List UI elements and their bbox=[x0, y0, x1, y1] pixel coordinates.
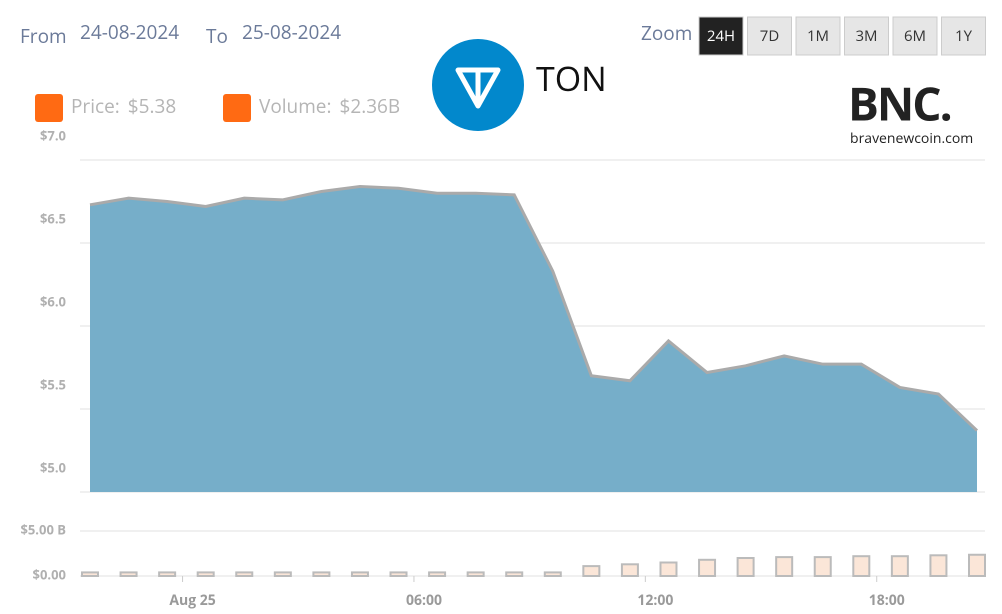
zoom-button-label[interactable]: 1Y bbox=[955, 26, 973, 46]
y-tick-label: $7.0 bbox=[40, 126, 66, 144]
volume-bar bbox=[929, 554, 948, 577]
zoom-button-label[interactable]: 24H bbox=[707, 26, 735, 46]
volume-bar bbox=[659, 561, 678, 577]
x-tick-label: 18:00 bbox=[869, 591, 905, 610]
volume-bar bbox=[466, 571, 485, 578]
volume-bar bbox=[620, 563, 639, 577]
volume-bar bbox=[235, 571, 254, 578]
zoom-button-label[interactable]: 7D bbox=[760, 26, 779, 46]
y-tick-label: $6.5 bbox=[40, 209, 66, 227]
legend-value: $5.38 bbox=[128, 93, 176, 119]
legend-swatch bbox=[223, 94, 251, 122]
legend-label: Volume: bbox=[259, 93, 331, 119]
zoom-label: Zoom bbox=[641, 20, 692, 46]
y-tick-label: $5.0 bbox=[40, 458, 66, 476]
y-tick-label: $5.5 bbox=[40, 375, 66, 393]
y-tick-label: $6.0 bbox=[40, 292, 66, 310]
brand-site: bravenewcoin.com bbox=[850, 129, 973, 148]
legend-label: Price: bbox=[71, 93, 120, 119]
to-date[interactable]: 25-08-2024 bbox=[242, 19, 341, 45]
volume-bar bbox=[273, 571, 292, 578]
volume-bar bbox=[196, 571, 215, 578]
x-tick-label: 12:00 bbox=[637, 591, 673, 610]
x-tick-label: Aug 25 bbox=[169, 591, 215, 610]
y-tick-label: $0.00 bbox=[33, 565, 66, 583]
volume-bar bbox=[505, 571, 524, 578]
coin-name: TON bbox=[536, 55, 607, 101]
price-area bbox=[90, 186, 977, 492]
brand-logo: BNC. bbox=[848, 72, 951, 134]
y-tick-label: $5.00 B bbox=[20, 520, 66, 538]
legend-value: $2.36B bbox=[339, 93, 400, 119]
zoom-button-label[interactable]: 3M bbox=[855, 26, 877, 46]
to-label: To bbox=[206, 23, 228, 49]
volume-bar bbox=[890, 555, 909, 578]
volume-bar bbox=[698, 558, 717, 577]
volume-bar bbox=[350, 571, 369, 578]
zoom-button[interactable] bbox=[844, 16, 889, 56]
zoom-button-label[interactable]: 6M bbox=[904, 26, 926, 46]
legend-swatch bbox=[35, 94, 63, 122]
zoom-button[interactable] bbox=[892, 16, 938, 56]
volume-bar bbox=[428, 571, 447, 578]
volume-bar bbox=[852, 555, 871, 578]
volume-bar bbox=[582, 565, 601, 577]
volume-bar bbox=[543, 571, 562, 578]
volume-bar bbox=[968, 553, 986, 578]
volume-bar bbox=[813, 556, 832, 577]
zoom-button-label[interactable]: 1M bbox=[807, 26, 829, 46]
zoom-button[interactable] bbox=[698, 16, 744, 56]
volume-bar bbox=[736, 557, 755, 577]
zoom-button[interactable] bbox=[941, 16, 986, 56]
from-label: From bbox=[20, 23, 67, 49]
volume-bar bbox=[775, 556, 794, 577]
volume-bar bbox=[158, 571, 177, 578]
volume-bar bbox=[81, 571, 99, 578]
volume-bar bbox=[389, 571, 408, 578]
price-line bbox=[89, 185, 979, 432]
zoom-button[interactable] bbox=[747, 16, 792, 56]
zoom-button[interactable] bbox=[795, 16, 841, 56]
volume-bar bbox=[312, 571, 331, 578]
volume-bar bbox=[119, 571, 138, 578]
ton-icon bbox=[455, 67, 501, 109]
x-tick-label: 06:00 bbox=[406, 591, 442, 610]
from-date[interactable]: 24-08-2024 bbox=[80, 19, 179, 45]
